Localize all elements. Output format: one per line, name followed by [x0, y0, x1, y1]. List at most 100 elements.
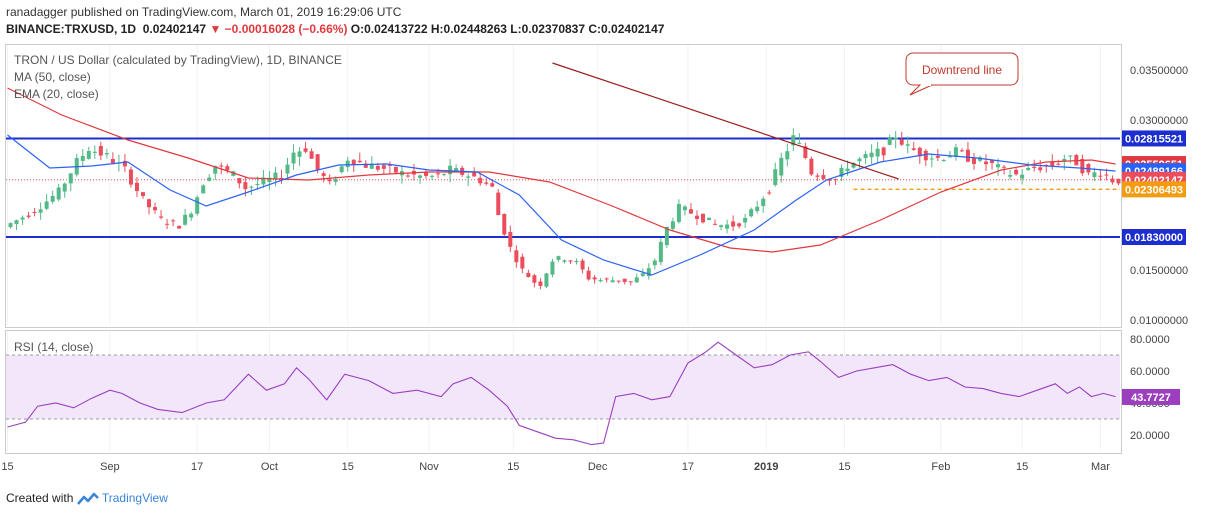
ema-legend[interactable]: EMA (20, close)	[14, 87, 99, 101]
publish-text: published on TradingView.com, March 01, …	[70, 5, 402, 19]
candle-body	[315, 154, 320, 170]
candle-body	[56, 187, 61, 200]
rsi-tick-label: 80.0000	[1130, 334, 1170, 346]
candle-body	[466, 176, 471, 178]
candle-body	[634, 277, 639, 283]
candle-body	[797, 142, 802, 144]
candle-body	[688, 209, 693, 214]
candle-body	[779, 157, 784, 176]
candle-body	[520, 256, 525, 269]
candle-body	[147, 199, 152, 208]
candle-body	[128, 169, 133, 185]
downtrend-line	[552, 62, 899, 180]
low-label: L:	[510, 22, 522, 36]
candle-body	[755, 206, 760, 212]
candle-body	[243, 182, 248, 190]
candle-body	[183, 214, 188, 225]
candle-body	[1104, 174, 1109, 176]
candle-body	[333, 179, 338, 182]
candle-body	[201, 185, 206, 194]
candle-body	[990, 160, 995, 164]
candle-body	[809, 158, 814, 175]
candle-body	[430, 175, 435, 177]
candle-body	[556, 256, 561, 260]
candle-body	[405, 175, 410, 177]
candle-body	[1002, 166, 1007, 168]
candle-body	[628, 281, 633, 283]
candle-body	[267, 177, 272, 183]
candle-body	[893, 137, 898, 140]
candle-body	[86, 151, 91, 159]
candle-body	[562, 260, 567, 262]
x-tick-label: Mar	[1091, 461, 1110, 473]
candle-body	[44, 201, 49, 209]
candle-body	[532, 275, 537, 283]
candle-body	[375, 165, 380, 170]
tradingview-brand[interactable]: TradingView	[101, 491, 168, 505]
candle-body	[941, 159, 946, 161]
candle-body	[387, 164, 392, 166]
candle-body	[297, 151, 302, 157]
change-value: −0.00016028 (−0.66%)	[224, 22, 348, 36]
candle-body	[484, 182, 489, 184]
price-pane	[5, 44, 1122, 328]
candle-body	[899, 139, 904, 145]
candle-body	[929, 158, 934, 160]
candle-body	[839, 168, 844, 177]
candle-body	[911, 148, 916, 150]
candle-body	[20, 217, 25, 220]
candle-body	[393, 166, 398, 173]
candle-body	[1038, 167, 1043, 171]
candle-body	[1032, 166, 1037, 168]
candle-body	[26, 215, 31, 217]
high-value: 0.02448263	[443, 22, 507, 36]
down-arrow-icon: ▼	[209, 22, 222, 36]
candle-body	[821, 175, 826, 179]
candle-body	[472, 171, 477, 177]
candle-body	[159, 216, 164, 218]
publisher-name[interactable]: ranadagger	[6, 5, 68, 19]
candle-body	[165, 223, 170, 225]
candle-body	[177, 225, 182, 229]
candle-body	[134, 182, 139, 191]
ohlc-bar: BINANCE:TRXUSD, 1D 0.02402147 ▼ −0.00016…	[6, 22, 664, 36]
tradingview-logo-icon	[76, 492, 99, 505]
candle-body	[815, 175, 820, 177]
candle-body	[701, 213, 706, 223]
price-tick-label: 0.03500000	[1130, 65, 1188, 77]
candle-body	[1092, 172, 1097, 178]
symbol: BINANCE:TRXUSD, 1D	[6, 22, 137, 36]
candle-body	[285, 164, 290, 174]
candle-body	[255, 184, 260, 186]
candle-body	[923, 150, 928, 161]
candle-body	[996, 164, 1001, 168]
candle-body	[965, 149, 970, 162]
candle-body	[38, 209, 43, 213]
candle-body	[887, 137, 892, 145]
candle-body	[219, 165, 224, 167]
rsi-legend[interactable]: RSI (14, close)	[14, 340, 94, 354]
low-value: 0.02370837	[521, 22, 586, 36]
candle-body	[417, 175, 422, 178]
candle-body	[610, 280, 615, 283]
candle-body	[213, 165, 218, 174]
candle-body	[357, 160, 362, 163]
annotation-text: Downtrend line	[922, 63, 1002, 77]
ma-legend[interactable]: MA (50, close)	[14, 70, 91, 84]
candle-body	[454, 168, 459, 171]
candle-body	[670, 221, 675, 229]
candle-body	[1014, 169, 1019, 175]
x-tick-label: Feb	[931, 461, 950, 473]
candle-body	[1116, 178, 1121, 184]
candle-body	[676, 203, 681, 223]
candle-body	[171, 220, 176, 222]
candle-body	[526, 272, 531, 278]
candle-body	[773, 169, 778, 185]
rsi-line	[7, 341, 1116, 446]
candle-body	[664, 226, 669, 246]
candle-body	[1080, 158, 1085, 174]
candle-body	[490, 183, 495, 187]
candle-body	[80, 156, 85, 161]
candle-body	[785, 151, 790, 160]
